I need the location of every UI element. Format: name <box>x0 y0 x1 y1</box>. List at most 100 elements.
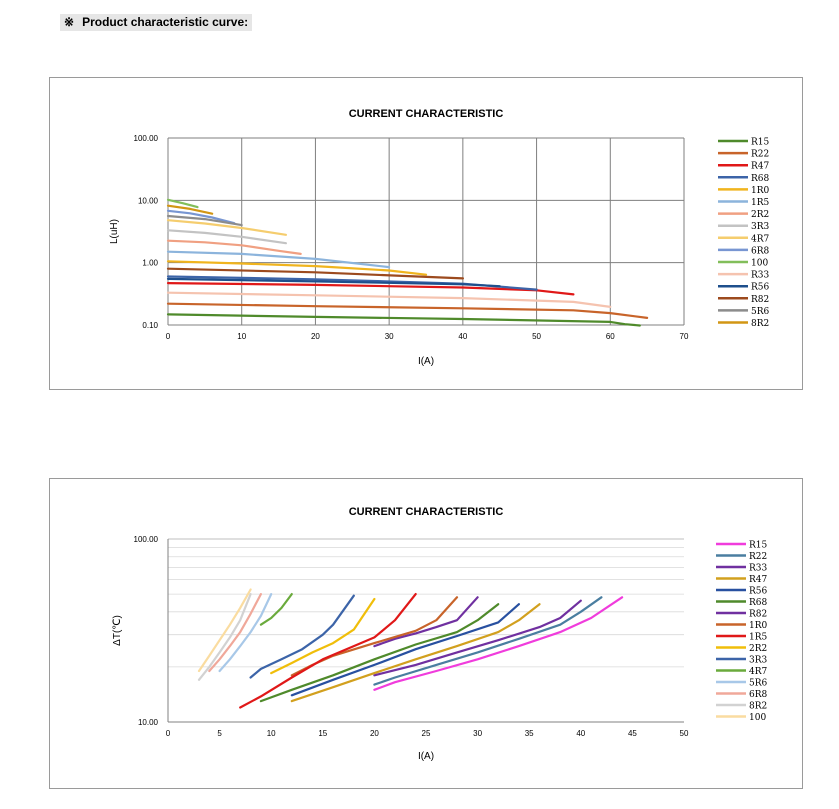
legend-label: 8R2 <box>751 319 769 329</box>
y-axis-label: L(uH) <box>109 219 120 244</box>
inductance-chart: CURRENT CHARACTERISTIC 100.00 10.00 1.00 0.1… <box>109 108 770 367</box>
legend-label: R82 <box>751 295 769 305</box>
legend-label: R56 <box>749 587 768 597</box>
series-line-r82 <box>373 596 479 648</box>
series-line-r82 <box>166 267 464 280</box>
series-line-4r7 <box>166 219 287 236</box>
y-tick-label: 10.00 <box>138 196 159 205</box>
legend-label: 1R0 <box>749 621 768 631</box>
legend-label: R47 <box>749 575 768 585</box>
legend-label: 5R6 <box>749 679 768 689</box>
series-line-r22 <box>166 302 649 319</box>
x-tick-label: 0 <box>166 332 171 341</box>
series-line-r47 <box>166 282 575 296</box>
legend-label: R82 <box>749 610 767 620</box>
series-line-r15 <box>373 596 624 691</box>
legend-label: R47 <box>751 162 770 172</box>
x-tick-label: 60 <box>606 332 615 341</box>
legend-label: 3R3 <box>751 222 770 232</box>
reference-mark: ※ <box>64 15 75 29</box>
x-tick-label: 10 <box>267 729 276 738</box>
x-tick-label: 30 <box>473 729 482 738</box>
legend-label: R15 <box>749 541 768 551</box>
y-axis-label: ΔT(℃) <box>112 615 123 646</box>
legend-label: R22 <box>751 150 769 160</box>
x-tick-label: 45 <box>628 729 637 738</box>
section-title-text: Product characteristic curve: <box>82 15 249 29</box>
x-axis-label: I(A) <box>418 356 434 367</box>
legend-label: 6R8 <box>751 246 770 256</box>
series-line-r47 <box>290 603 541 703</box>
series-line-5r6 <box>218 592 273 673</box>
legend-label: R22 <box>749 552 767 562</box>
series-line-3r3 <box>249 594 355 679</box>
x-tick-label: 0 <box>166 729 171 738</box>
x-tick-label: 40 <box>458 332 467 341</box>
series-line-r33 <box>166 291 612 308</box>
x-tick-label: 20 <box>311 332 320 341</box>
legend-label: 2R2 <box>749 644 767 654</box>
x-tick-label: 25 <box>422 729 431 738</box>
section-title: ※ Product characteristic curve: <box>60 14 253 31</box>
legend-label: 1R0 <box>751 186 770 196</box>
x-tick-label: 5 <box>217 729 222 738</box>
y-tick-label: 1.00 <box>142 259 158 268</box>
series-line-100 <box>166 198 199 209</box>
series-line-3r3 <box>166 229 287 245</box>
legend-label: 1R5 <box>751 198 770 208</box>
x-tick-label: 35 <box>525 729 534 738</box>
legend-label: 100 <box>749 713 766 723</box>
series-line-r22 <box>373 596 603 686</box>
inductance-chart-frame: CURRENT CHARACTERISTIC 100.00 10.00 1.00 0.1… <box>49 77 803 390</box>
x-axis-label: I(A) <box>418 751 434 762</box>
series-line-r56 <box>290 603 520 697</box>
x-tick-label: 40 <box>576 729 585 738</box>
y-tick-label: 100.00 <box>134 134 159 143</box>
series-line-6r8 <box>166 209 236 225</box>
y-tick-label: 0.10 <box>142 321 158 330</box>
legend-label: R33 <box>751 271 770 281</box>
series-line-2r2 <box>166 239 302 255</box>
legend-label: 3R3 <box>749 656 768 666</box>
legend-label: R15 <box>751 138 770 148</box>
series-line-8r2 <box>166 204 214 215</box>
legend-label: 100 <box>751 259 768 269</box>
temperature-chart: CURRENT CHARACTERISTIC 100.00 10.00 0 5 10 15 2… <box>112 506 768 762</box>
series-line-4r7 <box>259 592 293 626</box>
legend-label: 1R5 <box>749 633 768 643</box>
series-line-1r5 <box>166 250 391 269</box>
series-line-r33 <box>373 599 582 677</box>
legend-label: R68 <box>749 598 768 608</box>
legend-label: 5R6 <box>751 307 770 317</box>
series-line-r68 <box>259 603 500 703</box>
series-line-100 <box>197 588 252 673</box>
series-line-1r0 <box>166 260 428 276</box>
x-tick-label: 70 <box>680 332 689 341</box>
series-line-r15 <box>166 313 641 327</box>
series-line-2r2 <box>270 597 376 675</box>
y-tick-label: 100.00 <box>134 535 159 544</box>
legend-label: 4R7 <box>749 667 768 677</box>
x-tick-label: 15 <box>318 729 327 738</box>
x-tick-label: 30 <box>385 332 394 341</box>
series-line-r56 <box>166 277 501 288</box>
series-line-5r6 <box>166 214 243 227</box>
legend-label: 2R2 <box>751 210 769 220</box>
chart-title: CURRENT CHARACTERISTIC <box>349 506 504 518</box>
series-line-8r2 <box>197 592 252 681</box>
legend-label: 6R8 <box>749 690 768 700</box>
y-tick-label: 10.00 <box>138 718 159 727</box>
legend-label: 8R2 <box>749 702 767 712</box>
legend-label: R56 <box>751 283 770 293</box>
x-tick-label: 50 <box>532 332 541 341</box>
x-tick-label: 10 <box>237 332 246 341</box>
x-tick-label: 20 <box>370 729 379 738</box>
series-line-6r8 <box>208 592 262 673</box>
temperature-chart-frame: CURRENT CHARACTERISTIC 100.00 10.00 0 5 10 15 2… <box>49 478 803 789</box>
legend-label: 4R7 <box>751 234 770 244</box>
x-tick-label: 50 <box>680 729 689 738</box>
series-line-1r5 <box>239 592 417 709</box>
chart-title: CURRENT CHARACTERISTIC <box>349 108 504 120</box>
legend-label: R33 <box>749 564 768 574</box>
legend-label: R68 <box>751 174 770 184</box>
